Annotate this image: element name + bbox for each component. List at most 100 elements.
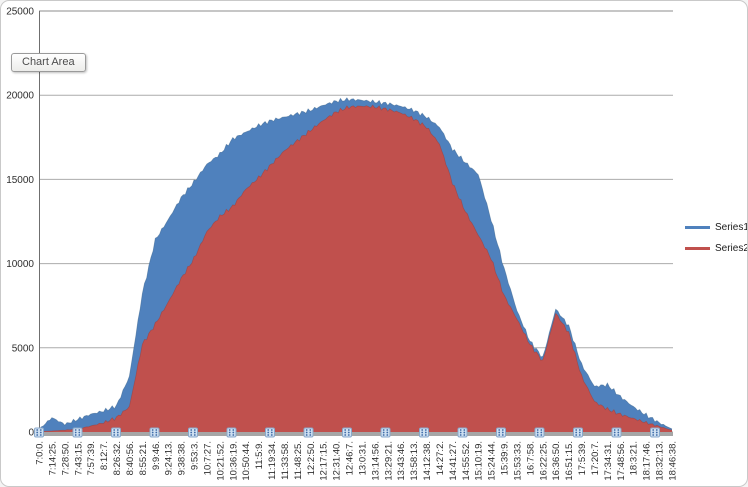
x-axis-tick-label: 14:41:27. [448,441,459,481]
selection-handle-dot [613,429,616,431]
x-axis-tick-label: 7:14:25. [47,441,58,475]
selection-handle[interactable] [72,427,83,438]
selection-handle[interactable] [573,427,583,438]
selection-handle[interactable] [496,427,506,438]
selection-handle-dot [424,431,427,434]
selection-handle-dot [386,434,389,436]
selection-handle[interactable] [34,427,44,438]
selection-handle-dot [652,429,655,431]
x-axis-tick-label: 8:40:56. [125,441,136,475]
selection-handle-dot [459,434,462,436]
selection-handle-dot [155,434,158,436]
selection-handle[interactable] [342,427,352,438]
legend-entry-series1[interactable]: Series1 [685,222,748,233]
selection-handle-dot [193,434,196,436]
series2-area[interactable] [39,105,672,432]
legend[interactable]: Series1 Series2 [685,222,748,254]
selection-handle-dot [655,429,658,431]
selection-handle-dot [309,431,312,434]
x-axis-tick-label: 15:10:19. [474,441,485,481]
selection-handle-dot [347,434,350,436]
selection-handle[interactable] [611,427,622,438]
selection-handle[interactable] [111,427,121,438]
x-axis-tick-label: 14:55:52. [461,441,472,481]
x-axis-tick-label: 7:57:39. [86,441,97,475]
x-axis-tick-label: 12:31:40. [332,441,343,481]
selection-handle-dot [151,434,154,436]
y-axis-tick-label: 15000 [6,175,34,186]
x-axis-tick-label: 11:5:9. [254,441,265,469]
selection-handle-dot [190,431,193,434]
selection-handle[interactable] [419,427,429,438]
y-axis-tick-label: 5000 [12,343,35,354]
selection-handle-dot [270,429,273,431]
selection-handle-dot [267,431,270,434]
x-axis-line[interactable] [39,432,673,436]
x-axis-tick-label: 10:21:52. [215,441,226,481]
selection-handle-dot [463,431,466,434]
selection-handle-dot [344,431,347,434]
x-axis-tick-label: 15:39:9. [500,441,511,475]
x-axis-tick-label: 13:0:31. [357,441,368,475]
x-axis-tick-label: 8:55:21. [138,441,149,475]
selection-handle-dot [536,429,539,431]
selection-handle[interactable] [188,427,198,438]
selection-handle-dot [113,434,116,436]
x-axis-tick-label: 15:24:44. [487,441,498,481]
chart-area-tooltip: Chart Area [11,53,86,72]
selection-handle-dot [421,434,424,436]
selection-handle[interactable] [534,427,545,438]
x-axis-tick-label: 18:46:38. [668,441,679,481]
selection-handle-dot [575,434,578,436]
selection-handle-dot [536,434,539,436]
x-axis-tick-label: 10:36:19. [228,441,239,481]
selection-handle-dot [501,434,504,436]
selection-handle-dot [305,434,308,436]
selection-handle[interactable] [650,427,660,438]
selection-handle[interactable] [265,427,275,438]
x-axis-tick-label: 18:3:21. [629,441,640,475]
selection-handle-dot [536,431,539,434]
selection-handle-dot [74,431,77,434]
selection-handle[interactable] [380,427,391,438]
x-axis-tick-label: 17:20:7. [590,441,601,475]
legend-entry-series2[interactable]: Series2 [685,243,747,254]
x-axis-tick-label: 15:53:33. [512,441,523,481]
selection-handle-dot [267,429,270,431]
selection-handle[interactable] [303,427,314,438]
y-axis-tick-label: 25000 [6,7,34,18]
selection-handle-dot [617,434,620,436]
y-axis-tick-label: 10000 [6,259,34,270]
legend-label-series1: Series1 [715,222,748,233]
x-axis-tick-label: 17:34:31. [603,441,614,481]
selection-handle-dot [270,434,273,436]
selection-handle-dot [424,434,427,436]
selection-handle-dot [617,431,620,434]
x-axis-tick-label: 13:58:13. [409,441,420,481]
selection-handle-dot [347,431,350,434]
selection-handle[interactable] [226,427,237,438]
selection-handle-dot [613,434,616,436]
x-axis-tick-label: 16:51:15. [564,441,575,481]
series1-edge-line [38,97,673,430]
x-axis-tick-label: 10:7:27. [202,441,213,475]
x-axis-tick-label: 8:12:7. [99,441,110,470]
selection-handle[interactable] [457,427,468,438]
selection-handle-dot [386,431,389,434]
selection-handle-dot [232,434,235,436]
selection-handle-dot [116,434,119,436]
selection-handle-dot [116,429,119,431]
x-axis-tick-label: 18:32:13. [655,441,666,481]
x-axis-tick-label: 8:26:32. [112,441,123,475]
selection-handle-dot [78,429,81,431]
selection-handle-dot [193,429,196,431]
selection-handle-dot [305,431,308,434]
selection-handle-dot [540,434,543,436]
selection-handle-dot [386,429,389,431]
selection-handle[interactable] [149,427,160,438]
selection-handle-dot [344,434,347,436]
x-axis-tick-label: 7:28:50. [60,441,71,475]
selection-handle-dot [655,434,658,436]
